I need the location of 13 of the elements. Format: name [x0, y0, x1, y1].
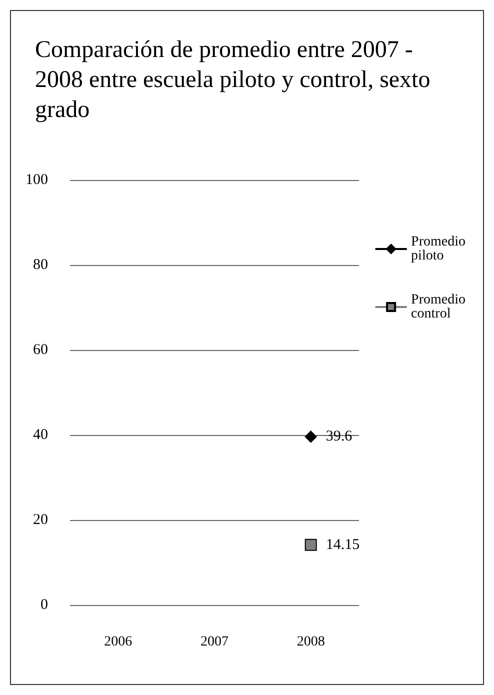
- chart-title: Comparación de promedio entre 2007 - 2008 entre escuela piloto y control, sexto grado: [35, 37, 436, 123]
- y-tick-label: 0: [40, 597, 48, 613]
- y-tick-label: 40: [33, 427, 48, 443]
- x-tick-label: 2006: [104, 634, 132, 650]
- x-tick-label: 2008: [296, 634, 325, 650]
- y-tick-label: 80: [33, 257, 48, 273]
- data-label: 14.15: [326, 536, 360, 553]
- y-tick-label: 20: [33, 512, 48, 528]
- y-tick-label: 100: [26, 172, 48, 188]
- y-tick-label: 60: [33, 342, 48, 358]
- legend-label: Promedio control: [411, 292, 470, 322]
- x-tick-label: 2007: [200, 634, 228, 650]
- legend-label: Promedio piloto: [411, 234, 470, 264]
